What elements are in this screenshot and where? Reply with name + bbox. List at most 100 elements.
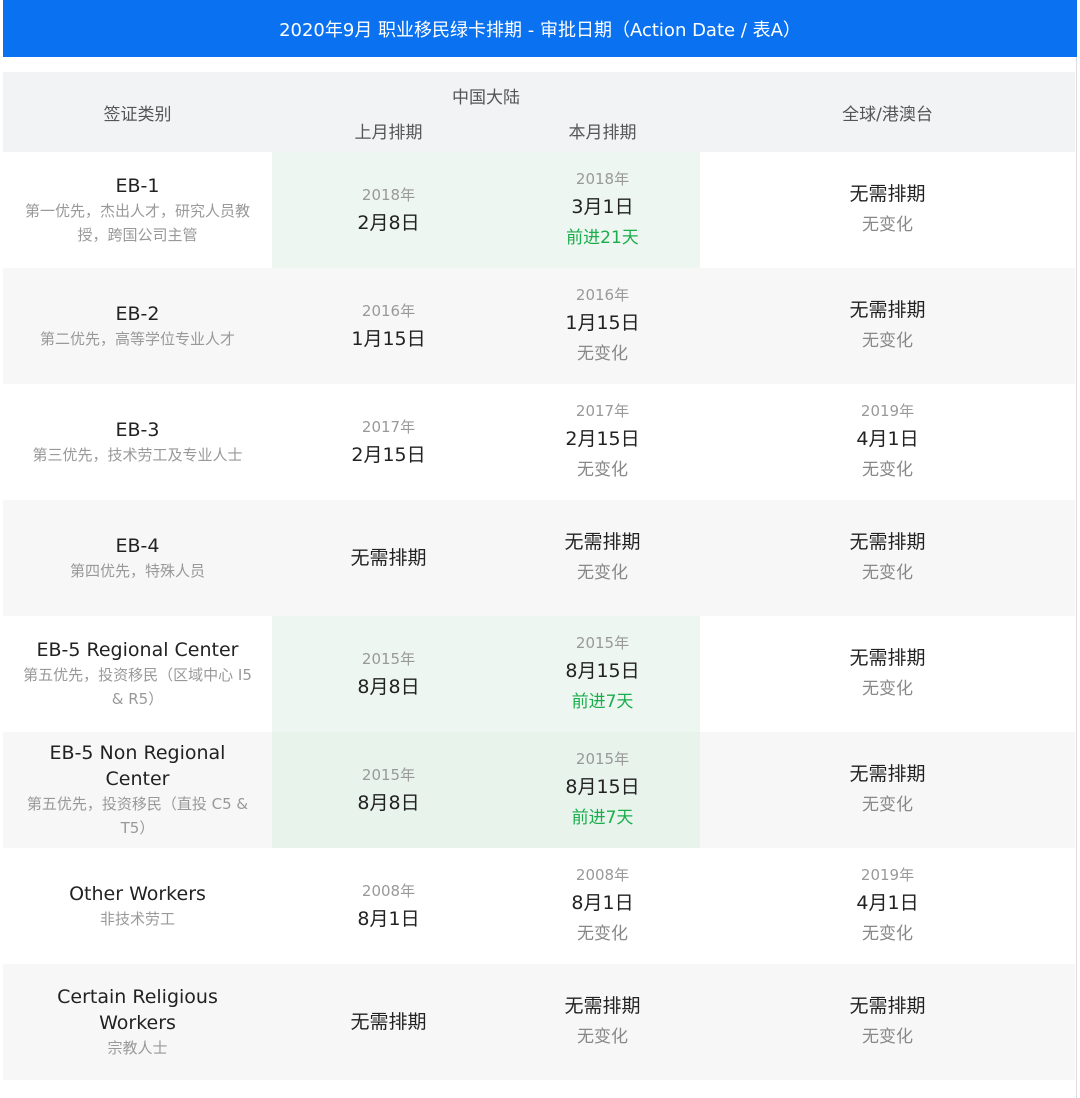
category-cell: Other Workers 非技术劳工 (3, 848, 272, 964)
date: 8月1日 (571, 892, 634, 914)
change-status: 无变化 (862, 1027, 913, 1047)
this-month-cell: 2017年 2月15日 无变化 (505, 384, 700, 500)
world-cell: 无需排期 无变化 (700, 732, 1075, 848)
category-name: EB-1 (115, 175, 160, 197)
year: 2018年 (575, 170, 630, 188)
table-frame (3, 57, 1077, 1098)
table-header: 签证类别 中国大陆 上月排期 本月排期 全球/港澳台 (3, 72, 1075, 152)
date: 8月1日 (357, 908, 420, 930)
category-cell: EB-2 第二优先，高等学位专业人才 (3, 268, 272, 384)
date: 无需排期 (564, 995, 641, 1017)
last-month-cell: 无需排期 (272, 964, 505, 1080)
this-month-cell: 2015年 8月15日前进7天 (505, 616, 700, 732)
this-month-cell: 2015年 8月15日前进7天 (505, 732, 700, 848)
world-cell: 无需排期 无变化 (700, 152, 1075, 268)
year: 2015年 (575, 634, 630, 652)
change-status: 无变化 (577, 563, 628, 583)
last-month-cell: 2015年 8月8日 (272, 616, 505, 732)
year: 2008年 (575, 866, 630, 884)
category-description: 第四优先，特殊人员 (69, 562, 205, 580)
date: 无需排期 (564, 531, 641, 553)
year: 2018年 (361, 186, 416, 204)
category-name: Certain Religious Workers (57, 986, 218, 1034)
date: 2月15日 (565, 428, 640, 450)
category-description: 第二优先，高等学位专业人才 (39, 330, 235, 348)
date: 8月15日 (565, 660, 640, 682)
date: 无需排期 (849, 763, 926, 785)
category-description: 非技术劳工 (99, 910, 175, 928)
date: 4月1日 (856, 892, 919, 914)
date: 8月8日 (357, 676, 420, 698)
category-cell: Certain Religious Workers 宗教人士 (3, 964, 272, 1080)
change-status: 无变化 (577, 344, 628, 364)
last-month-cell: 2017年 2月15日 (272, 384, 505, 500)
change-status: 无变化 (862, 679, 913, 699)
category-description: 第五优先，投资移民（区域中心 I5 & R5） (23, 666, 252, 708)
change-status: 无变化 (862, 215, 913, 235)
year: 2016年 (361, 302, 416, 320)
world-cell: 无需排期 无变化 (700, 500, 1075, 616)
header-world: 全球/港澳台 (842, 104, 933, 125)
table-row: EB-3 第三优先，技术劳工及专业人士 2017年 2月15日 2017年 2月15日无变… (3, 384, 1075, 500)
header-this-month: 本月排期 (568, 123, 637, 143)
advance-badge: 前进7天 (571, 692, 634, 712)
category-cell: EB-5 Regional Center 第五优先，投资移民（区域中心 I5 & … (3, 616, 272, 732)
advance-badge: 前进7天 (571, 808, 634, 828)
visa-bulletin-table: 签证类别 中国大陆 上月排期 本月排期 全球/港澳台 EB-1 第一优先，杰出人才… (3, 72, 1075, 1080)
change-status: 无变化 (862, 924, 913, 944)
table-body: EB-1 第一优先，杰出人才，研究人员教授，跨国公司主管 2018年 2月8日 2018… (3, 152, 1075, 1080)
change-status: 无变化 (862, 460, 913, 480)
year: 2016年 (575, 286, 630, 304)
header-last-month: 上月排期 (354, 123, 423, 143)
category-name: EB-4 (115, 535, 160, 557)
category-cell: EB-5 Non Regional Center 第五优先，投资移民（直投 C5 … (3, 732, 272, 848)
year: 2015年 (575, 750, 630, 768)
table-row: EB-2 第二优先，高等学位专业人才 2016年 1月15日 2016年 1月15日 无变化… (3, 268, 1075, 384)
last-month-cell: 2008年 8月1日 (272, 848, 505, 964)
year: 2019年 (860, 866, 915, 884)
date: 1月15日 (565, 312, 640, 334)
change-status: 无变化 (862, 563, 913, 583)
date: 2月15日 (351, 444, 426, 466)
last-month-cell: 2015年 8月8日 (272, 732, 505, 848)
table-title: 2020年9月 职业移民绿卡排期 - 审批日期（Action Date / 表A… (3, 0, 1077, 57)
category-cell: EB-3 第三优先，技术劳工及专业人士 (3, 384, 272, 500)
year: 2017年 (361, 418, 416, 436)
header-china-group: 中国大陆 上月排期 本月排期 (272, 72, 700, 152)
date: 2月8日 (357, 212, 420, 234)
change-status: 无变化 (577, 1027, 628, 1047)
change-status: 无变化 (577, 924, 628, 944)
date: 无需排期 (849, 183, 926, 205)
world-cell: 2019年 4月1日无变化 (700, 848, 1075, 964)
table-row: Certain Religious Workers 宗教人士 无需排期 无需排期 无变化… (3, 964, 1075, 1080)
last-month-cell: 2018年 2月8日 (272, 152, 505, 268)
year: 2017年 (575, 402, 630, 420)
this-month-cell: 2018年 3月1日 前进21天 (505, 152, 700, 268)
date: 无需排期 (849, 531, 926, 553)
this-month-cell: 无需排期 无变化 (505, 964, 700, 1080)
date: 8月15日 (565, 776, 640, 798)
world-cell: 无需排期 无变化 (700, 616, 1075, 732)
change-status: 无变化 (862, 331, 913, 351)
table-row: EB-5 Non Regional Center 第五优先，投资移民（直投 C5 … (3, 732, 1075, 848)
year: 2008年 (361, 882, 416, 900)
date: 无需排期 (849, 299, 926, 321)
date: 8月8日 (357, 792, 420, 814)
table-row: EB-1 第一优先，杰出人才，研究人员教授，跨国公司主管 2018年 2月8日 2018… (3, 152, 1075, 268)
table-row: EB-4 第四优先，特殊人员 无需排期 无需排期 无变化 无需排期 无变化 (3, 500, 1075, 616)
category-name: Other Workers (69, 883, 206, 905)
category-name: EB-3 (115, 419, 160, 441)
category-name: EB-5 Non Regional Center (49, 742, 226, 790)
this-month-cell: 无需排期 无变化 (505, 500, 700, 616)
category-cell: EB-4 第四优先，特殊人员 (3, 500, 272, 616)
date: 无需排期 (849, 647, 926, 669)
last-month-cell: 无需排期 (272, 500, 505, 616)
year: 2015年 (361, 650, 416, 668)
year: 2019年 (860, 402, 915, 420)
date: 无需排期 (350, 547, 427, 569)
world-cell: 2019年 4月1日 无变化 (700, 384, 1075, 500)
category-description: 宗教人士 (107, 1039, 168, 1057)
change-status: 无变化 (862, 795, 913, 815)
category-cell: EB-1 第一优先，杰出人才，研究人员教授，跨国公司主管 (3, 152, 272, 268)
table-row: EB-5 Regional Center 第五优先，投资移民（区域中心 I5 & … (3, 616, 1075, 732)
